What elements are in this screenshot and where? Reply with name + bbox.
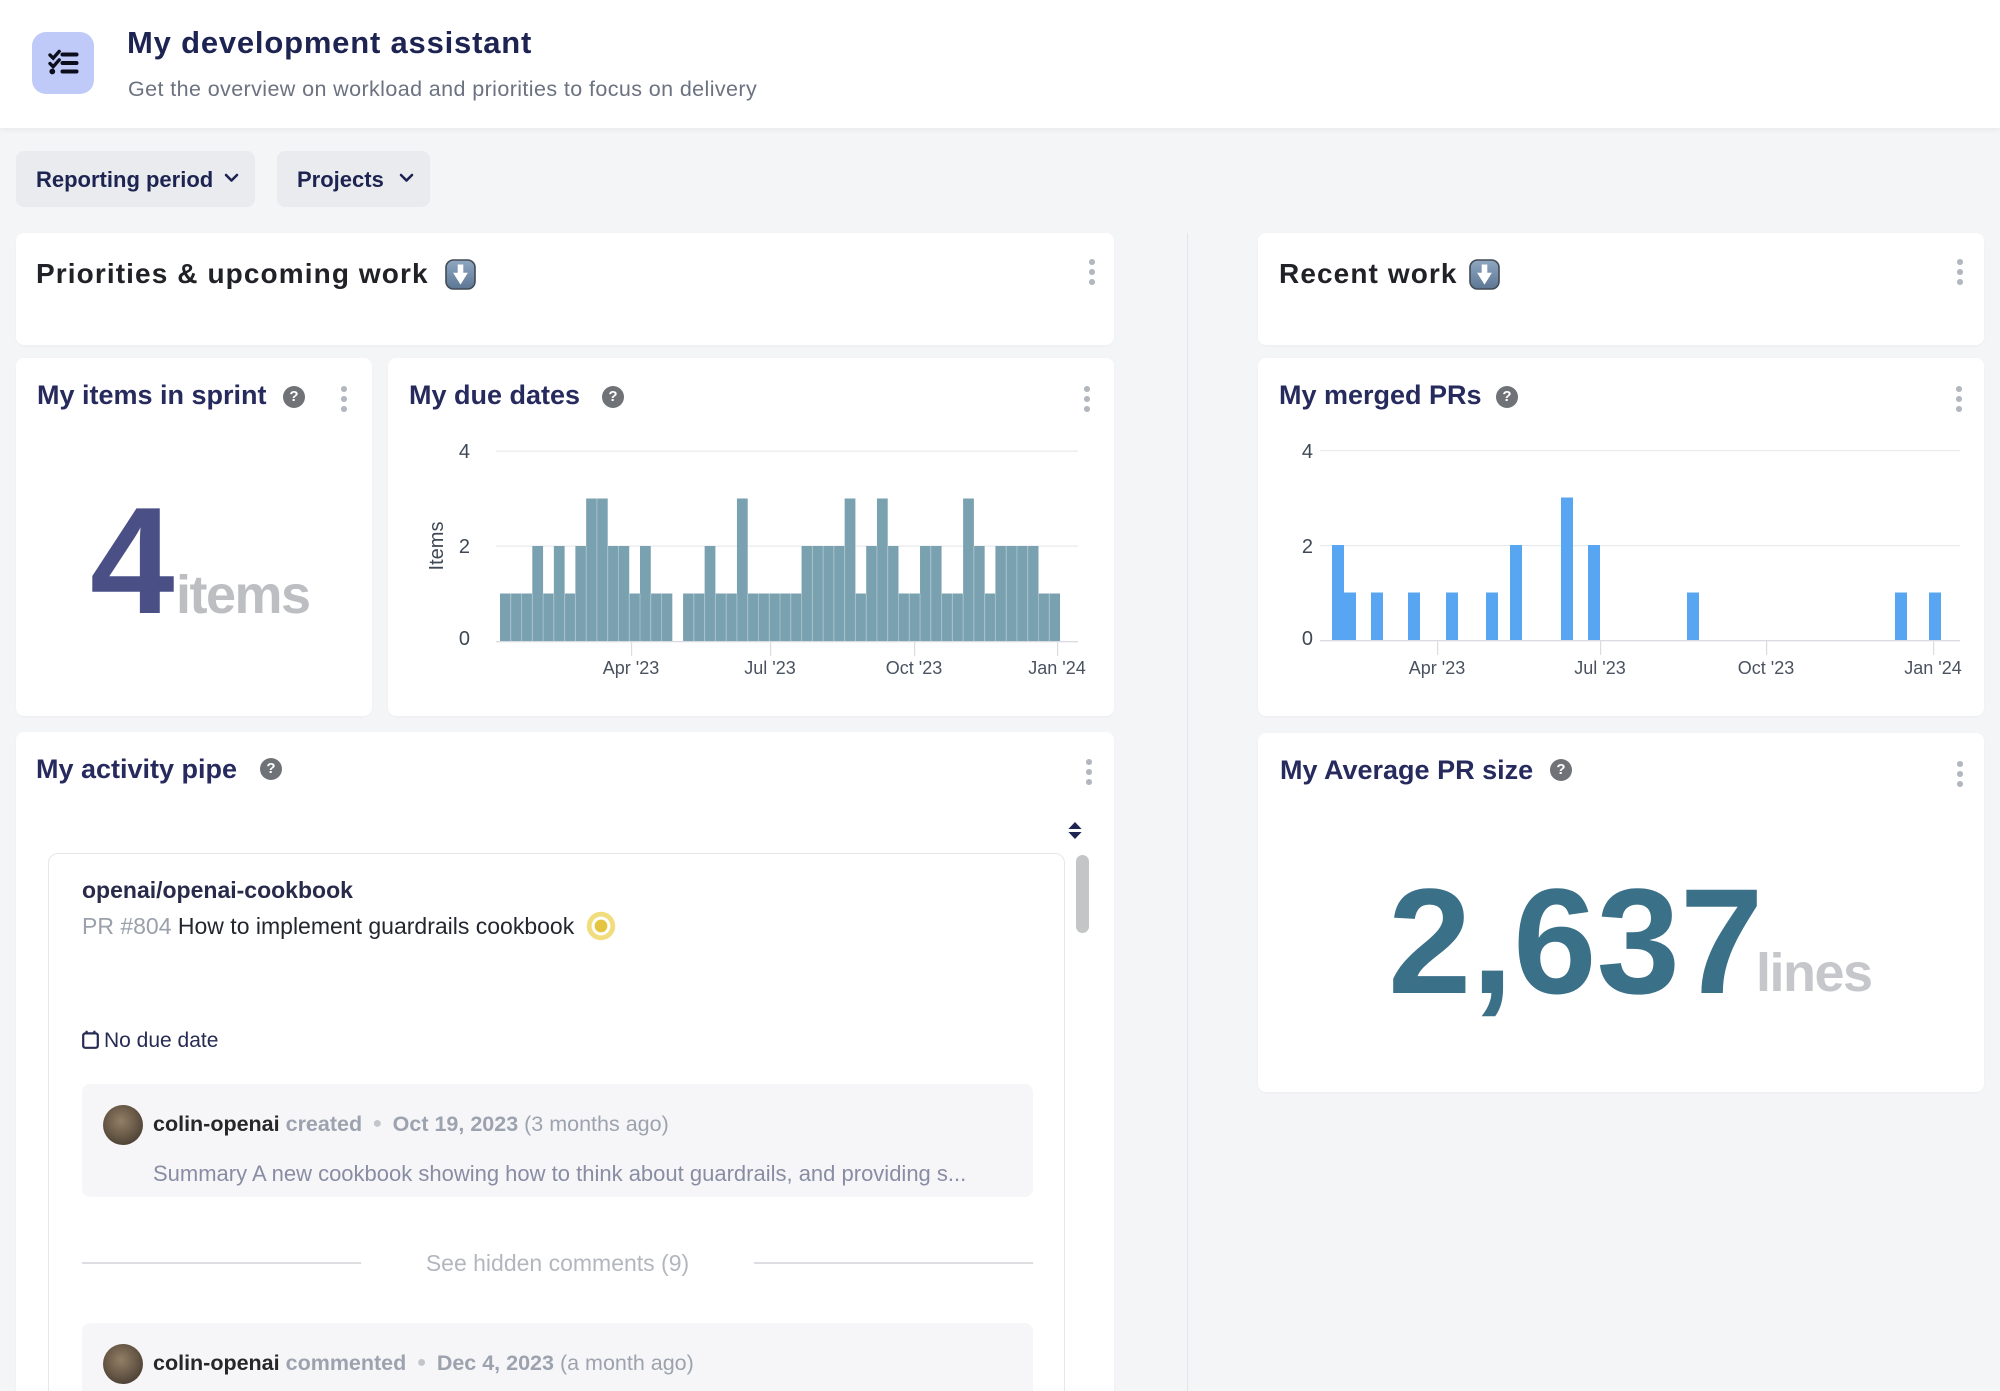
svg-text:Apr '23: Apr '23 [1409, 658, 1465, 678]
svg-text:0: 0 [1302, 628, 1313, 650]
svg-text:2: 2 [459, 536, 470, 558]
svg-text:Jul '23: Jul '23 [744, 658, 795, 678]
svg-text:2: 2 [1302, 536, 1313, 558]
svg-text:4: 4 [1302, 441, 1313, 463]
svg-text:0: 0 [459, 628, 470, 650]
svg-text:Apr '23: Apr '23 [603, 658, 659, 678]
svg-text:Items: Items [426, 522, 448, 571]
svg-text:Oct '23: Oct '23 [886, 658, 942, 678]
svg-text:Jan '24: Jan '24 [1904, 658, 1961, 678]
svg-text:Jul '23: Jul '23 [1574, 658, 1625, 678]
svg-text:Oct '23: Oct '23 [1738, 658, 1794, 678]
svg-text:4: 4 [459, 441, 470, 463]
svg-text:Jan '24: Jan '24 [1028, 658, 1085, 678]
